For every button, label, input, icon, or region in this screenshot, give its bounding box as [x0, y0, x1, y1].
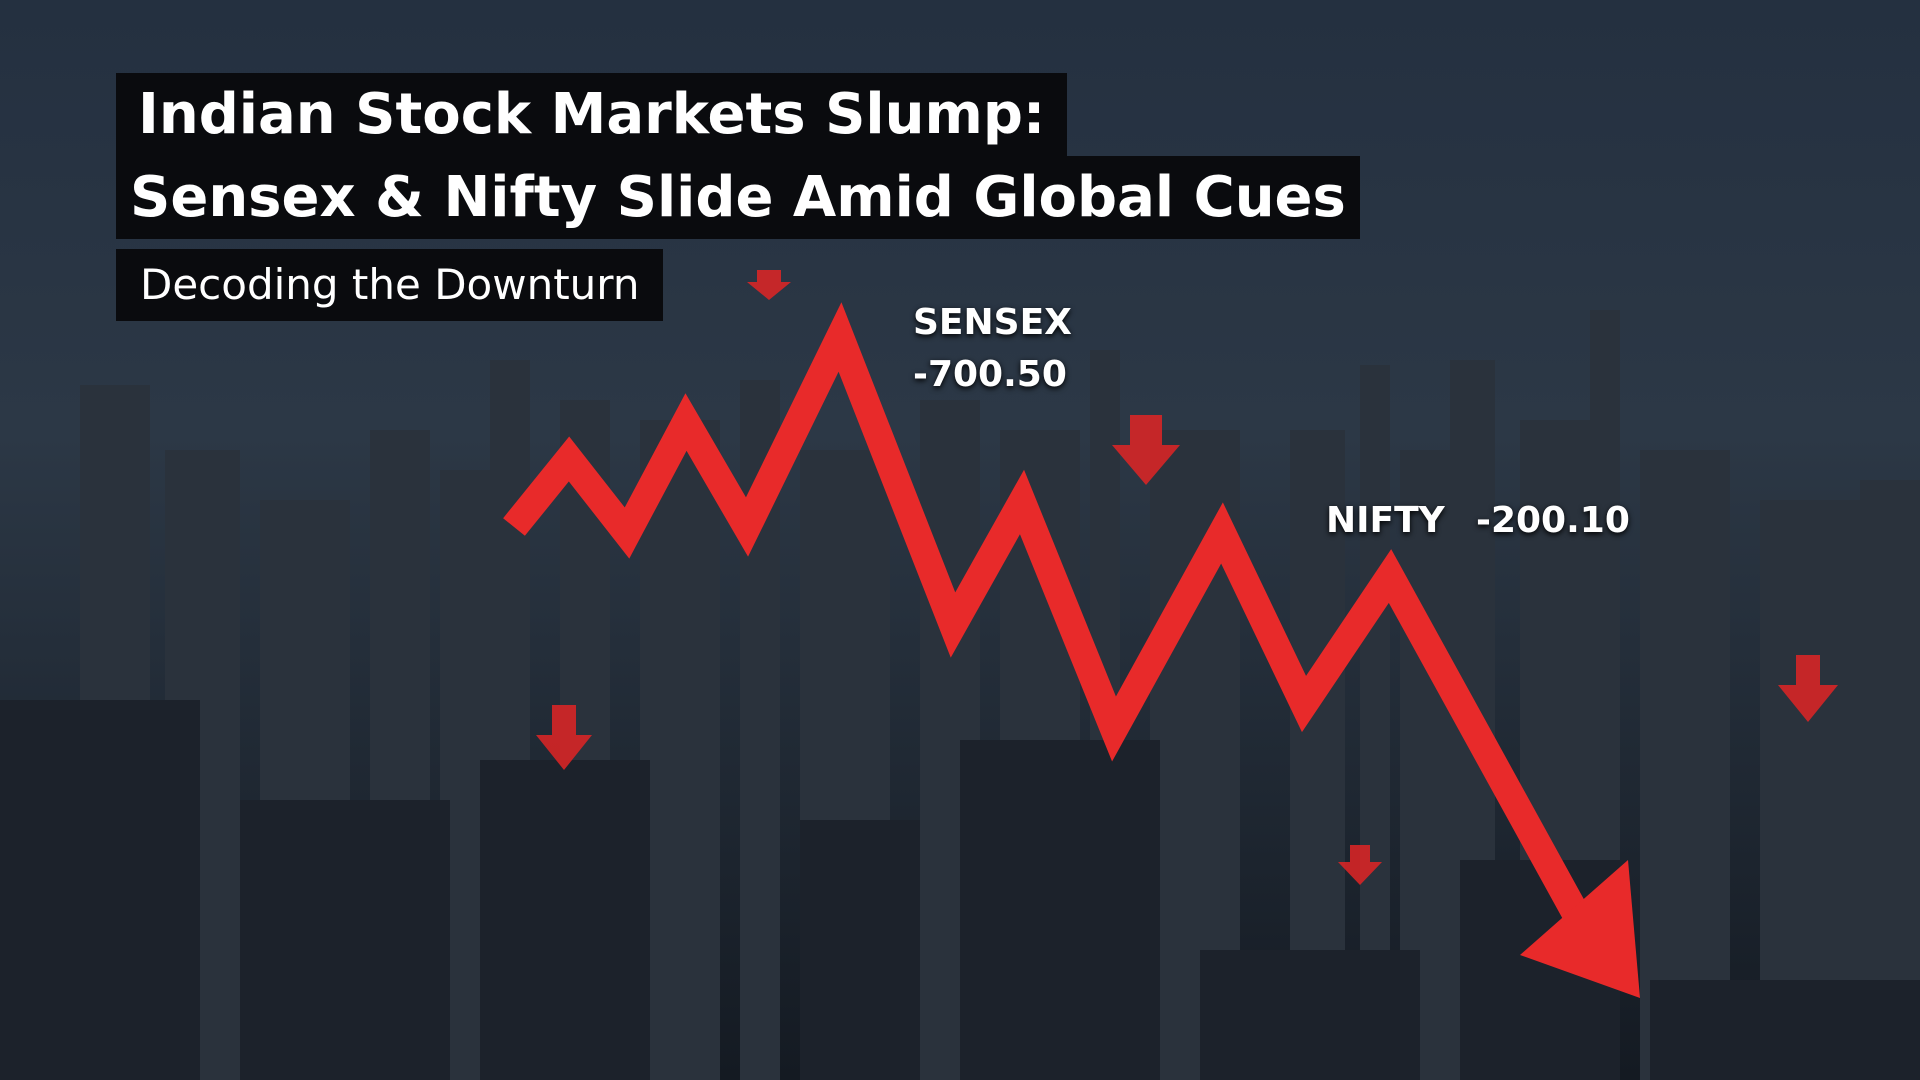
index-name: NIFTY: [1326, 500, 1445, 541]
trend-arrow: [503, 302, 1605, 950]
foreground-buildings: [0, 700, 1920, 1080]
index-change: -700.50: [913, 354, 1067, 395]
small-arrows: [536, 270, 1838, 885]
headline-line: Sensex & Nifty Slide Amid Global Cues: [116, 156, 1360, 239]
arrow-head: [1520, 860, 1640, 998]
subtitle: Decoding the Downturn: [116, 249, 664, 321]
index-name: SENSEX: [913, 302, 1072, 343]
index-change: -200.10: [1476, 500, 1630, 541]
headline-line: Indian Stock Markets Slump:: [116, 73, 1068, 156]
